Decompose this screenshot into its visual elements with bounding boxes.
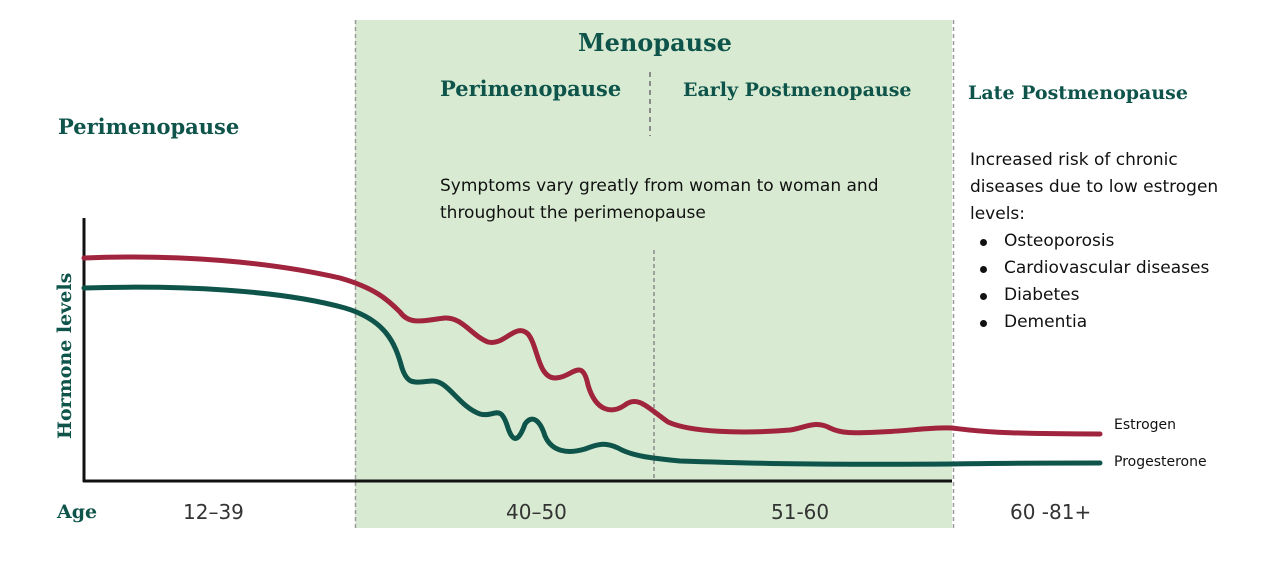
perimenopause-left-label: Perimenopause (58, 114, 240, 139)
perimenopause-band-label: Perimenopause (440, 76, 622, 101)
series-line-progesterone (81, 284, 1103, 467)
tick-label-51-60: 51-60 (771, 500, 830, 524)
risk-item: Diabetes (970, 282, 1240, 309)
early-postmenopause-label: Early Postmenopause (683, 79, 912, 101)
x-axis-label: Age (57, 501, 98, 523)
risk-item: Osteoporosis (970, 228, 1240, 255)
series-line-estrogen (81, 254, 1103, 437)
tick-label-60-81: 60 -81+ (1010, 500, 1092, 524)
late-postmenopause-label: Late Postmenopause (968, 82, 1188, 104)
tick-label-12-39: 12–39 (183, 500, 244, 524)
risk-item: Cardiovascular diseases (970, 255, 1240, 282)
legend-progesterone: Progesterone (1114, 454, 1207, 470)
legend-estrogen: Estrogen (1114, 417, 1177, 433)
symptoms-note: Symptoms vary greatly from woman to woma… (440, 176, 879, 223)
risk-item: Dementia (970, 309, 1240, 336)
menopause-title: Menopause (578, 28, 732, 57)
risk-intro: Increased risk of chronic diseases due t… (970, 150, 1219, 224)
risk-list: Osteoporosis Cardiovascular diseases Dia… (970, 228, 1240, 336)
risk-panel: Increased risk of chronic diseases due t… (970, 147, 1240, 336)
y-axis-label: Hormone levels (54, 272, 76, 439)
tick-label-40-50: 40–50 (506, 500, 567, 524)
